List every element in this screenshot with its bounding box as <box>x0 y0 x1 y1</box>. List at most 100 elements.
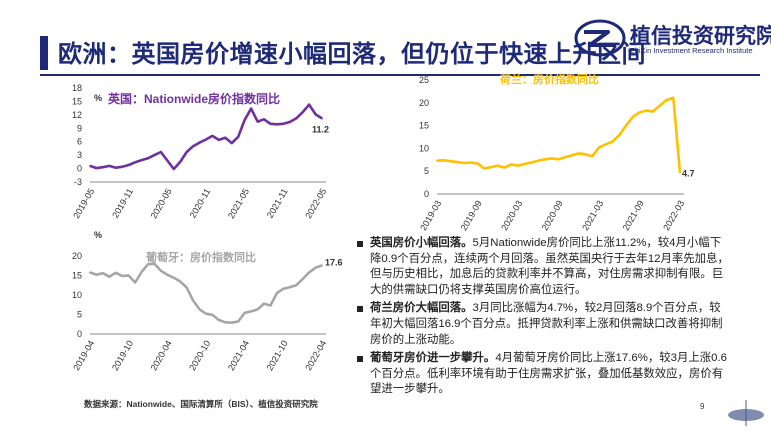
data-point <box>503 166 506 169</box>
chart-nl: 0 5 10 15 20 25 2019-03 2019-09 2020-03 2020-09 20… <box>418 72 694 232</box>
end-value-label: 11.2 <box>312 124 329 134</box>
data-point <box>114 271 117 274</box>
data-point <box>211 313 214 316</box>
page-title: 欧洲：英国房价增速小幅回落，但仍位于快速上升区间 <box>58 41 646 68</box>
data-point <box>250 107 253 110</box>
data-point <box>95 167 98 170</box>
data-point <box>295 284 298 287</box>
x-tick-label: 2021-04 <box>226 339 251 373</box>
data-point <box>658 104 661 107</box>
data-point <box>166 159 169 162</box>
data-point <box>591 155 594 158</box>
chart-uk: -3 0 3 6 9 12 15 18 2019-05 2019-11 2020-05 2020-11… <box>71 83 329 220</box>
chart-pt: 0 5 10 15 20 2019-04 2019-10 2020-04 2020-10 2021… <box>71 230 342 372</box>
y-tick-label: 5 <box>77 310 82 320</box>
data-point <box>269 304 272 307</box>
chart-title: 葡萄牙：房价指数同比 <box>145 250 256 264</box>
data-point <box>314 266 317 269</box>
data-point <box>282 122 285 125</box>
commentary: 英国房价小幅回落。5月Nationwide房价同比上涨11.2%，较4月小幅下降… <box>356 236 731 401</box>
data-point <box>179 280 182 283</box>
x-tick-label: 2021-10 <box>265 339 290 373</box>
data-point <box>275 123 278 126</box>
source-note: 数据来源：Nationwide、国际清算所（BIS）、植信投资研究院 <box>84 399 318 409</box>
x-tick-label: 2021-09 <box>621 199 646 233</box>
y-tick-label: 25 <box>419 75 429 85</box>
data-point <box>652 110 654 113</box>
data-point <box>179 160 182 163</box>
data-point <box>476 162 479 165</box>
data-point <box>550 157 553 160</box>
x-tick-label: 2019-03 <box>418 199 443 233</box>
data-point <box>288 121 291 123</box>
data-point <box>121 274 124 277</box>
data-point <box>275 292 278 294</box>
data-point <box>217 139 220 141</box>
x-tick-label: 2019-05 <box>71 187 96 221</box>
data-point <box>301 111 304 114</box>
data-point <box>159 151 162 153</box>
data-point <box>571 154 573 157</box>
data-point <box>89 271 91 274</box>
data-point <box>645 109 648 112</box>
data-point <box>490 166 492 168</box>
y-tick-label: 15 <box>72 96 82 106</box>
x-tick-label: 2022-04 <box>303 339 328 373</box>
title-divider <box>40 74 760 76</box>
end-value-label: 4.7 <box>682 169 695 179</box>
data-point <box>172 168 175 170</box>
data-point <box>224 136 227 139</box>
unit-label: % <box>94 230 102 240</box>
data-point <box>577 152 580 155</box>
data-point <box>159 269 162 272</box>
x-tick-label: 2022-03 <box>661 199 686 233</box>
data-point <box>256 120 259 123</box>
data-point <box>263 118 265 121</box>
y-tick-label: 9 <box>77 123 82 133</box>
bullet-uk: 英国房价小幅回落。5月Nationwide房价同比上涨11.2%，较4月小幅下降… <box>356 236 731 298</box>
title-accent-bar <box>40 36 48 70</box>
x-tick-label: 2021-03 <box>580 199 605 233</box>
end-value-label: 17.6 <box>325 257 343 267</box>
y-tick-label: 15 <box>72 271 82 281</box>
data-point <box>631 116 634 118</box>
bullet-head: 葡萄牙房价进一步攀升。 <box>370 352 496 365</box>
data-point <box>134 281 137 284</box>
data-point <box>436 159 438 162</box>
x-tick-label: 2020-10 <box>187 339 212 373</box>
data-point <box>108 164 111 167</box>
x-tick-label: 2020-03 <box>499 199 524 233</box>
data-point <box>114 166 117 169</box>
x-tick-label: 2019-04 <box>71 339 96 373</box>
data-point <box>243 118 246 121</box>
y-tick-label: 12 <box>72 110 82 120</box>
logo-text-cn: 植信投资研究院 <box>630 25 771 48</box>
page-number: 9 <box>700 402 705 411</box>
data-point <box>301 278 304 280</box>
bullet-head: 荷兰房价大幅回落。 <box>370 302 473 315</box>
data-point <box>134 161 137 164</box>
logo-mark-icon <box>574 19 626 57</box>
y-tick-label: 0 <box>77 329 82 339</box>
y-tick-label: 3 <box>77 150 82 160</box>
data-point <box>611 140 614 143</box>
data-point <box>250 310 253 313</box>
data-point <box>483 167 486 170</box>
y-tick-label: 20 <box>72 251 82 261</box>
data-point <box>140 159 143 161</box>
data-point <box>638 111 641 114</box>
data-point <box>523 163 526 165</box>
y-tick-label: -3 <box>74 177 82 187</box>
data-point <box>147 263 149 266</box>
bullet-square-icon <box>357 241 363 247</box>
data-point <box>456 161 459 163</box>
data-point <box>217 319 220 321</box>
data-point <box>95 273 98 276</box>
data-point <box>282 287 285 290</box>
data-point <box>108 275 111 278</box>
data-point <box>295 117 298 120</box>
data-point <box>463 162 465 164</box>
data-point <box>564 156 567 158</box>
data-point <box>101 166 104 169</box>
